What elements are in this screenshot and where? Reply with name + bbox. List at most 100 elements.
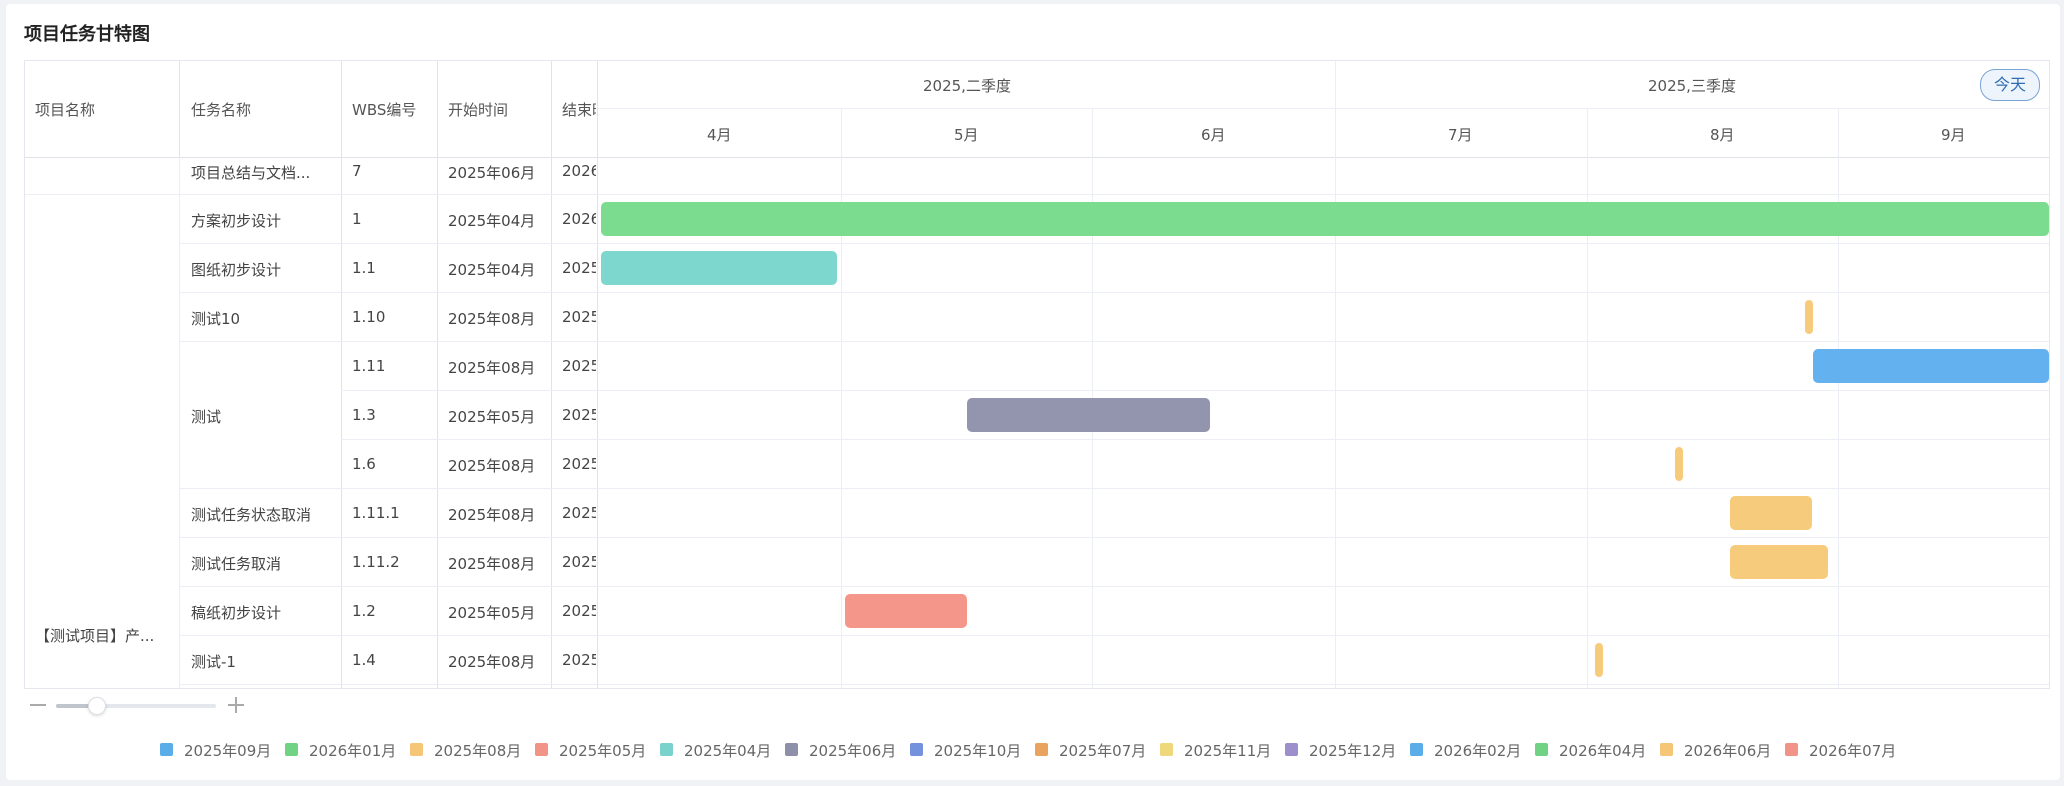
end-date-cell: 2025 [562,651,596,669]
start-date-cell: 2025年08月 [448,359,536,377]
wbs-cell: 1 [352,210,362,228]
row-divider [179,292,2049,293]
task-name-cell[interactable]: 方案初步设计 [191,212,282,230]
today-button[interactable]: 今天 [1980,69,2040,101]
page-title: 项目任务甘特图 [24,24,150,45]
start-date-cell: 2025年08月 [448,506,536,524]
end-date-cell: 2026 [562,210,596,228]
task-bar[interactable] [1730,545,1828,579]
end-date-cell: 2025 [562,308,596,326]
legend-swatch [285,743,298,756]
legend-label: 2025年07月 [1059,742,1147,760]
wbs-cell: 7 [352,162,362,180]
month-header-may: 5月 [954,126,979,144]
task-name-cell[interactable]: 测试 [191,408,222,426]
legend-swatch [1285,743,1298,756]
start-date-cell: 2025年04月 [448,261,536,279]
task-bar[interactable] [967,398,1210,432]
legend-label: 2025年09月 [184,742,272,760]
col-divider [437,61,438,688]
legend: 2025年09月 2026年01月 2025年08月 2025年05月 2025… [0,739,2064,761]
end-date-cell: 2025 [562,357,596,375]
gantt-chart: 项目名称 任务名称 WBS编号 开始时间 结束时间 2025,二季度 2025,… [24,60,2050,689]
row-divider [179,586,2049,587]
legend-label: 2025年11月 [1184,742,1272,760]
quarter-divider [1335,61,1336,688]
legend-label: 2025年12月 [1309,742,1397,760]
task-bar[interactable] [1595,643,1603,677]
end-date-cell: 2026 [562,162,596,180]
legend-label: 2026年06月 [1684,742,1772,760]
task-name-cell[interactable]: 图纸初步设计 [191,261,282,279]
legend-swatch [1160,743,1173,756]
month-header-aug: 8月 [1710,126,1735,144]
col-divider [179,157,180,688]
month-header-sep: 9月 [1941,126,1966,144]
row-divider [179,243,2049,244]
task-bar[interactable] [1675,447,1683,481]
quarter-header-q2: 2025,二季度 [923,77,1011,95]
zoom-out-icon[interactable] [30,704,46,706]
task-bar[interactable] [1813,349,2049,383]
task-bar[interactable] [601,251,837,285]
task-name-cell[interactable]: 测试10 [191,310,241,328]
legend-swatch [785,743,798,756]
wbs-cell: 1.6 [352,455,376,473]
zoom-track[interactable] [56,704,216,708]
legend-swatch [1660,743,1673,756]
task-bar[interactable] [1805,300,1813,334]
start-date-cell: 2025年05月 [448,604,536,622]
column-header-end[interactable]: 结束时间 [562,101,596,119]
legend-label: 2025年05月 [559,742,647,760]
end-date-cell: 2025 [562,504,596,522]
column-header-wbs[interactable]: WBS编号 [352,101,417,119]
project-name-cell[interactable]: 【测试项目】产... [35,627,155,645]
legend-swatch [910,743,923,756]
wbs-cell: 1.4 [352,651,376,669]
header-divider [25,157,2049,158]
row-divider [341,390,2049,391]
wbs-cell: 1.1 [352,259,376,277]
task-bar[interactable] [845,594,967,628]
month-divider [841,109,842,688]
task-name-cell[interactable]: 测试-1 [191,653,236,671]
end-date-cell: 2025 [562,406,596,424]
header-divider-quarter [597,108,2049,109]
column-header-project[interactable]: 项目名称 [35,101,96,119]
task-name-cell[interactable]: 稿纸初步设计 [191,604,282,622]
row-divider [179,635,2049,636]
column-header-task[interactable]: 任务名称 [191,101,252,119]
row-divider [179,684,2049,685]
month-header-apr: 4月 [707,126,732,144]
legend-swatch [1785,743,1798,756]
col-divider-header [179,61,180,157]
zoom-in-icon[interactable] [235,697,237,713]
task-name-cell[interactable]: 测试任务取消 [191,555,282,573]
start-date-cell: 2025年05月 [448,408,536,426]
task-name-cell[interactable]: 测试任务状态取消 [191,506,312,524]
start-date-cell: 2025年08月 [448,457,536,475]
wbs-cell: 1.11.2 [352,553,400,571]
month-divider [1587,109,1588,688]
task-bar[interactable] [1730,496,1812,530]
end-date-cell: 2025 [562,455,596,473]
row-divider [179,488,2049,489]
legend-label: 2026年04月 [1559,742,1647,760]
legend-swatch [535,743,548,756]
task-bar[interactable] [601,202,2049,236]
column-header-start[interactable]: 开始时间 [448,101,509,119]
wbs-cell: 1.3 [352,406,376,424]
month-header-jul: 7月 [1448,126,1473,144]
end-date-cell: 2025 [562,553,596,571]
wbs-cell: 1.10 [352,308,386,326]
legend-swatch [1410,743,1423,756]
legend-label: 2026年02月 [1434,742,1522,760]
row-divider [179,341,2049,342]
task-name-cell[interactable]: 项目总结与文档... [191,164,311,182]
legend-label: 2025年10月 [934,742,1022,760]
legend-label: 2026年07月 [1809,742,1897,760]
zoom-handle[interactable] [88,697,106,715]
zoom-slider[interactable] [30,694,250,718]
legend-label: 2025年08月 [434,742,522,760]
legend-label: 2025年06月 [809,742,897,760]
